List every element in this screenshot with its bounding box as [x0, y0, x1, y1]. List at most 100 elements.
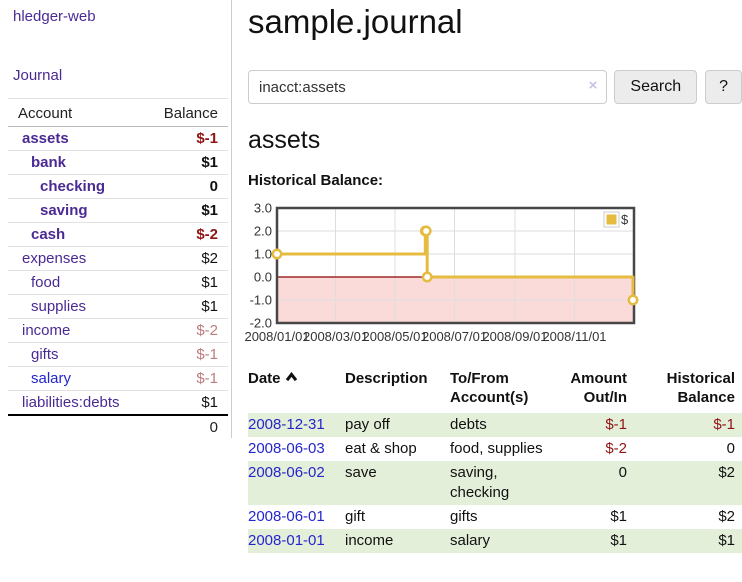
- search-input[interactable]: [248, 70, 608, 104]
- register-header-row: Date Description To/From Account(s) Amou…: [248, 368, 742, 413]
- transaction-accounts: salary: [450, 532, 491, 549]
- svg-text:2008/01/01: 2008/01/01: [244, 329, 309, 344]
- svg-text:-1.0: -1.0: [250, 293, 272, 308]
- svg-text:2008/03/01: 2008/03/01: [303, 329, 368, 344]
- svg-text:2008/07/01: 2008/07/01: [422, 329, 487, 344]
- svg-text:0.0: 0.0: [254, 270, 272, 285]
- account-link[interactable]: saving: [40, 202, 88, 219]
- svg-text:2008/11/01: 2008/11/01: [542, 329, 606, 344]
- svg-text:1.0: 1.0: [254, 247, 272, 262]
- help-button[interactable]: ?: [705, 70, 742, 104]
- transaction-date-link[interactable]: 2008-01-01: [248, 532, 325, 549]
- search-button[interactable]: Search: [614, 70, 698, 104]
- transaction-description: eat & shop: [345, 440, 417, 457]
- transaction-date-link[interactable]: 2008-06-01: [248, 508, 325, 525]
- account-balance: $-2: [147, 222, 228, 247]
- svg-text:$: $: [621, 212, 629, 227]
- transaction-row: 2008-06-01 gift gifts $1 $2: [248, 505, 742, 529]
- transaction-amount: 0: [618, 464, 627, 481]
- transaction-amount: $1: [610, 532, 627, 549]
- transaction-balance: $-1: [713, 416, 735, 433]
- account-balance: $2: [147, 246, 228, 271]
- account-row: cash $-2: [8, 222, 228, 247]
- chart-title: Historical Balance:: [248, 172, 384, 189]
- register-header-balance: Historical Balance: [666, 370, 735, 406]
- clear-search-icon[interactable]: ×: [588, 77, 598, 94]
- register-header-description: Description: [345, 370, 428, 387]
- account-row: gifts $-1: [8, 342, 228, 367]
- sidebar: hledger-web Journal Account Balance asse…: [0, 0, 232, 439]
- account-link[interactable]: salary: [31, 370, 72, 387]
- search-form: × Search ?: [248, 70, 742, 104]
- svg-text:2.0: 2.0: [254, 224, 272, 239]
- account-row: supplies $1: [8, 294, 228, 319]
- register-header-amount: Amount Out/In: [570, 370, 627, 406]
- app-title-link[interactable]: hledger-web: [13, 8, 96, 25]
- transaction-row: 2008-12-31 pay off debts $-1 $-1: [248, 413, 742, 437]
- transaction-accounts: food, supplies: [450, 440, 543, 457]
- account-link[interactable]: expenses: [22, 250, 87, 267]
- transaction-description: save: [345, 464, 377, 481]
- register-header-accounts: To/From Account(s): [450, 370, 529, 406]
- transaction-date-link[interactable]: 2008-06-02: [248, 464, 325, 481]
- account-link[interactable]: supplies: [31, 298, 87, 315]
- account-balance: $-1: [147, 342, 228, 367]
- account-balance: $-1: [196, 130, 218, 147]
- account-link[interactable]: cash: [31, 226, 66, 243]
- account-balance: $1: [147, 150, 228, 175]
- accounts-header-account: Account: [8, 98, 148, 127]
- chevron-up-icon: [285, 371, 297, 382]
- account-balance: $1: [147, 198, 228, 223]
- account-row: food $1: [8, 270, 228, 295]
- transaction-description: gift: [345, 508, 366, 525]
- account-row: income $-2: [8, 318, 228, 343]
- account-balance: $1: [147, 390, 228, 415]
- account-heading: assets: [248, 126, 321, 154]
- account-row: liabilities:debts $1: [8, 390, 228, 415]
- transaction-date-link[interactable]: 2008-06-03: [248, 440, 325, 457]
- transaction-accounts: debts: [450, 416, 487, 433]
- account-link[interactable]: checking: [40, 178, 106, 195]
- account-link[interactable]: gifts: [31, 346, 59, 363]
- account-balance: $1: [147, 294, 228, 319]
- account-balance: $-1: [147, 366, 228, 391]
- account-link[interactable]: liabilities:debts: [22, 394, 120, 411]
- account-link[interactable]: food: [31, 274, 61, 291]
- account-row: salary $-1: [8, 366, 228, 391]
- transaction-amount: $-1: [605, 416, 627, 433]
- account-row: bank $1: [8, 150, 228, 175]
- register-table-body: 2008-12-31 pay off debts $-1 $-1 2008-06-03 ea…: [248, 413, 742, 553]
- accounts-table-header: Account Balance: [8, 98, 228, 127]
- svg-text:2008/05/01: 2008/05/01: [362, 329, 427, 344]
- account-balance: $1: [147, 270, 228, 295]
- transaction-description: pay off: [345, 416, 390, 433]
- transaction-balance: 0: [726, 440, 735, 457]
- transaction-description: income: [345, 532, 394, 549]
- transaction-balance: $1: [718, 532, 735, 549]
- account-row: expenses $2: [8, 246, 228, 271]
- accounts-total-row: 0: [8, 414, 228, 439]
- account-link[interactable]: bank: [31, 154, 67, 171]
- sidebar-item-journal[interactable]: Journal: [13, 67, 63, 84]
- svg-text:2008/09/01: 2008/09/01: [482, 329, 547, 344]
- account-row: checking 0: [8, 174, 228, 199]
- accounts-table: Account Balance assets $-1 bank $1 checking 0…: [8, 98, 228, 439]
- account-balance: $-2: [147, 318, 228, 343]
- account-row: saving $1: [8, 198, 228, 223]
- svg-text:-2.0: -2.0: [250, 316, 272, 331]
- transaction-row: 2008-06-03 eat & shop food, supplies $-2 0: [248, 437, 742, 461]
- page-title: sample.journal: [248, 3, 463, 40]
- main-content: sample.journal × Search ? assets Histori…: [244, 0, 742, 553]
- account-link[interactable]: income: [22, 322, 71, 339]
- account-row: assets $-1: [8, 127, 228, 151]
- register-table: Date Description To/From Account(s) Amou…: [248, 368, 742, 553]
- accounts-total-value: 0: [147, 414, 228, 439]
- transaction-date-link[interactable]: 2008-12-31: [248, 416, 325, 433]
- account-link[interactable]: assets: [22, 130, 69, 147]
- accounts-table-body: assets $-1 bank $1 checking 0 saving $1 cash $-2 e…: [8, 127, 228, 415]
- transaction-row: 2008-01-01 income salary $1 $1: [248, 529, 742, 553]
- account-balance: 0: [147, 174, 228, 199]
- register-header-date[interactable]: Date: [248, 368, 345, 413]
- accounts-header-balance: Balance: [147, 98, 228, 127]
- transaction-amount: $-2: [605, 440, 627, 457]
